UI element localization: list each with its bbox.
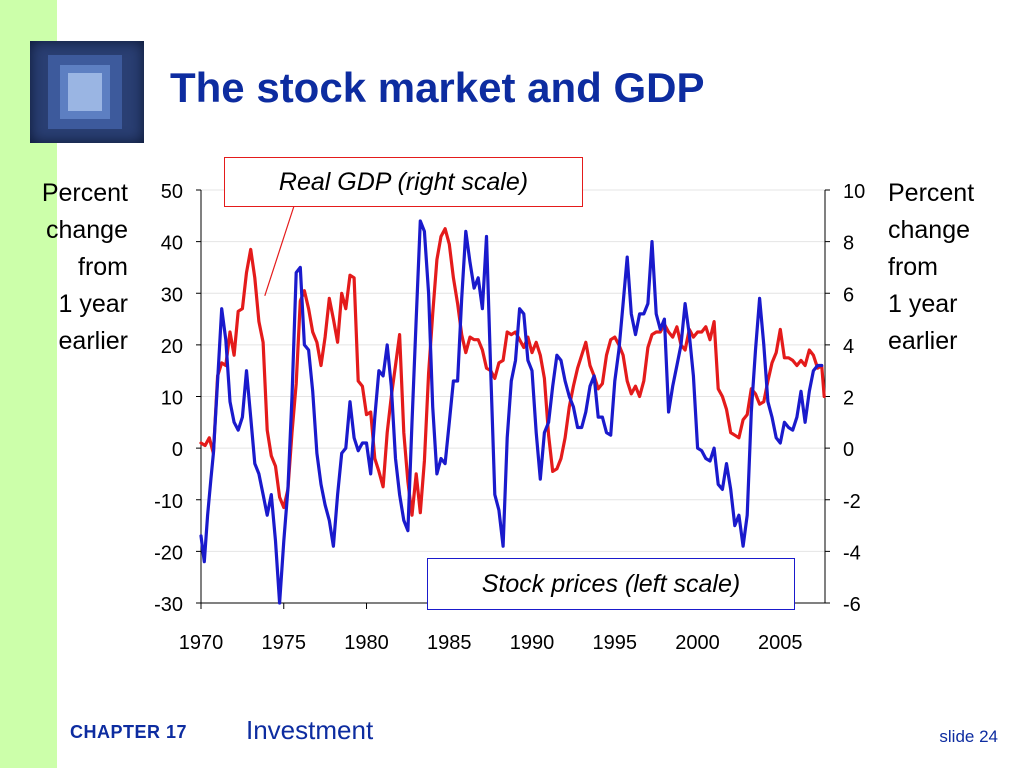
y-right-tick-label: -4	[843, 542, 861, 564]
gdp-series-annotation: Real GDP (right scale)	[224, 157, 583, 207]
x-tick-label: 2000	[675, 632, 720, 654]
left-axis-title: Percent change from 1 year earlier	[41, 179, 128, 355]
y-left-tick-label: 30	[161, 284, 183, 306]
y-left-tick-label: 0	[172, 439, 183, 461]
footer-chapter: CHAPTER 17	[70, 722, 188, 742]
y-right-tick-label: 2	[843, 388, 854, 410]
y-right-tick-label: 10	[843, 181, 865, 203]
y-left-tick-label: 40	[161, 233, 183, 255]
y-right-tick-label: 4	[843, 336, 854, 358]
stock-series-annotation: Stock prices (left scale)	[427, 558, 795, 610]
y-left-tick-label: 10	[161, 388, 183, 410]
stock-annotation-text: Stock prices (left scale)	[481, 569, 741, 598]
gdp-annotation-text: Real GDP (right scale)	[278, 167, 529, 196]
y-right-tick-label: -6	[843, 594, 861, 616]
slide-number: slide 24	[939, 727, 998, 746]
y-left-tick-label: 50	[161, 181, 183, 203]
x-tick-label: 1995	[593, 632, 638, 654]
y-left-tick-label: -20	[154, 542, 183, 564]
y-right-tick-label: -2	[843, 491, 861, 513]
y-right-tick-label: 6	[843, 284, 854, 306]
y-right-tick-label: 0	[843, 439, 854, 461]
footer-topic: Investment	[246, 715, 374, 745]
right-axis-title: Percent change from 1 year earlier	[888, 179, 975, 355]
y-left-tick-label: -10	[154, 491, 183, 513]
y-right-tick-label: 8	[843, 233, 854, 255]
x-tick-label: 2005	[758, 632, 803, 654]
y-left-tick-label: 20	[161, 336, 183, 358]
x-tick-label: 1970	[179, 632, 224, 654]
gdp-annotation-leader	[264, 205, 295, 296]
x-tick-label: 1975	[262, 632, 307, 654]
x-tick-label: 1985	[427, 632, 472, 654]
stock-series-line	[199, 219, 824, 605]
y-left-tick-label: -30	[154, 594, 183, 616]
x-tick-label: 1980	[344, 632, 389, 654]
chart-series	[199, 219, 826, 605]
slide-title: The stock market and GDP	[170, 64, 705, 111]
slide-logo-image	[30, 41, 144, 143]
x-tick-label: 1990	[510, 632, 555, 654]
gdp-series-line	[199, 227, 826, 517]
